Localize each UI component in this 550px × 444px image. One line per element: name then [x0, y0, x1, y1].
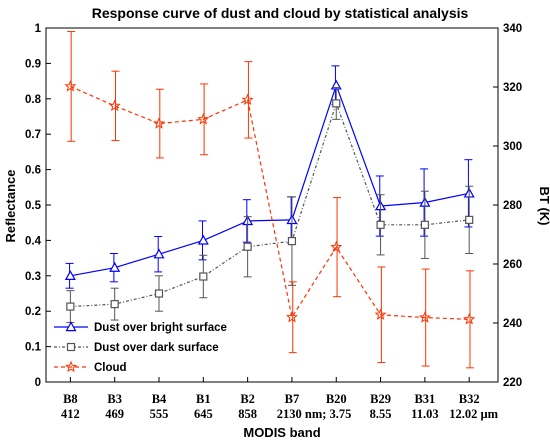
y-axis-label-left: Reflectance: [3, 170, 18, 243]
data-point: [418, 311, 431, 323]
data-point: [463, 312, 476, 325]
legend-item: Dust over bright surface: [54, 321, 227, 334]
band-label: B4: [152, 392, 167, 406]
data-point: [241, 93, 254, 105]
y-right-tick-label: 340: [503, 23, 522, 35]
wavelength-label: 412: [61, 407, 80, 421]
data-point: [332, 99, 341, 108]
y-right-tick-label: 280: [503, 200, 522, 212]
wavelength-label: 469: [105, 407, 124, 421]
y-right-tick-label: 300: [503, 141, 522, 153]
y-left-tick-label: 0.4: [25, 235, 42, 247]
data-point: [65, 321, 77, 332]
y-right-tick-label: 220: [503, 377, 522, 389]
y-right-tick-label: 260: [503, 259, 522, 271]
data-point: [153, 248, 165, 259]
data-point: [287, 237, 297, 246]
legend-item: Dust over dark surface: [54, 342, 219, 354]
wavelength-label: 555: [150, 407, 169, 421]
series-cloud: [64, 31, 476, 369]
data-point: [285, 310, 298, 323]
y-left-tick-label: 0.7: [25, 129, 41, 141]
y-right-tick-label: 320: [503, 82, 522, 94]
tick-labels: 0 0.1 0.2 0.3 0.4 0.5 0.6 0.7 0.8 0.9 1 220 240 260 28…: [25, 23, 522, 421]
legend-label: Dust over dark surface: [94, 342, 219, 354]
legend-label: Dust over bright surface: [94, 322, 227, 334]
series-line: [70, 85, 470, 320]
data-point: [243, 242, 252, 251]
data-point: [109, 261, 121, 272]
data-point: [152, 117, 166, 129]
plot-area: [45, 27, 499, 383]
data-point: [154, 289, 164, 298]
data-point: [197, 234, 209, 245]
data-point: [64, 80, 77, 92]
data-point: [66, 302, 75, 311]
chart-title: Response curve of dust and cloud by stat…: [92, 5, 469, 21]
series-layer: [64, 31, 476, 369]
y-left-tick-label: 0.5: [25, 200, 42, 212]
band-label: B7: [285, 392, 300, 406]
series-dust-over-dark-surface: [66, 86, 474, 324]
band-label: B20: [326, 392, 347, 406]
wavelength-label: 11.03: [411, 407, 438, 421]
band-label: B31: [414, 392, 435, 406]
data-point: [376, 220, 385, 229]
band-label: B3: [107, 392, 122, 406]
data-point: [197, 112, 210, 125]
wavelength-label: 12.02 µm: [449, 407, 498, 421]
y-left-tick-label: 1: [35, 23, 42, 35]
y-left-tick-label: 0.8: [25, 94, 42, 106]
data-point: [374, 308, 387, 320]
wavelength-label: 858: [238, 407, 257, 421]
x-axis-label: MODIS band: [243, 425, 320, 440]
y-left-tick-label: 0: [35, 377, 41, 389]
band-label: B29: [370, 392, 391, 406]
wavelength-label: 8.55: [370, 407, 392, 421]
data-point: [64, 270, 76, 280]
y-left-tick-label: 0.1: [25, 342, 42, 354]
data-point: [199, 272, 208, 281]
data-point: [108, 99, 121, 112]
y-left-tick-label: 0.6: [25, 165, 41, 177]
y-left-tick-label: 0.9: [25, 58, 41, 70]
data-point: [330, 240, 343, 253]
data-point: [420, 220, 429, 229]
data-point: [110, 300, 119, 309]
y-right-tick-label: 240: [503, 318, 522, 330]
y-left-tick-label: 0.2: [25, 306, 41, 318]
band-label: B32: [459, 392, 480, 406]
y-left-tick-label: 0.3: [25, 271, 41, 283]
data-point: [64, 360, 78, 373]
wavelength-label: 645: [194, 407, 213, 421]
legend-item: Cloud: [54, 360, 127, 374]
legend: Dust over bright surface Dust over dark s…: [54, 321, 227, 374]
data-point: [465, 215, 474, 224]
data-point: [66, 342, 76, 352]
band-label: B8: [63, 392, 78, 406]
band-label: B2: [240, 392, 255, 406]
wavelength-label: 2130 nm; 3.75: [277, 407, 352, 421]
series-line: [70, 101, 470, 308]
series-dust-over-bright-surface: [64, 65, 475, 289]
series-line: [70, 83, 470, 277]
band-label: B1: [196, 392, 211, 406]
legend-label: Cloud: [94, 362, 127, 374]
y-axis-label-right: BT (K): [537, 187, 550, 226]
